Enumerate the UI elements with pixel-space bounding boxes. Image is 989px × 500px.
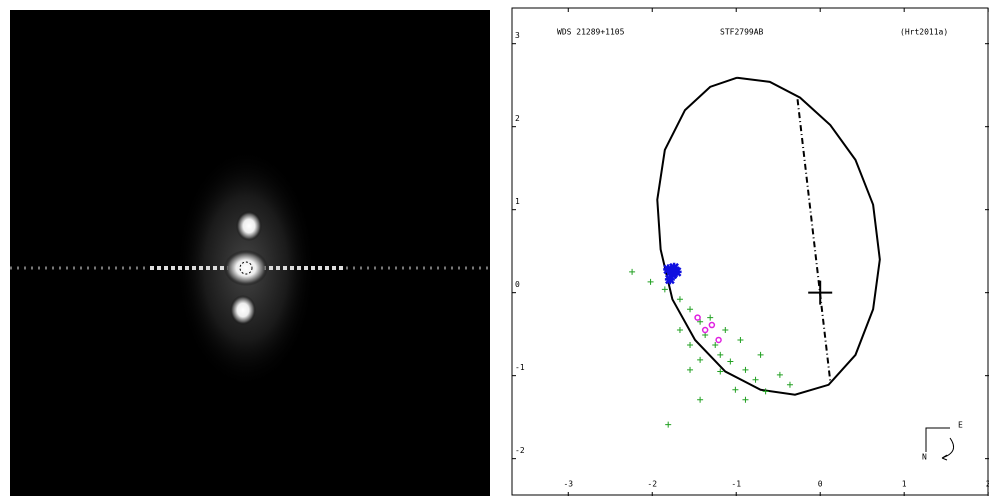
measurement (707, 314, 714, 321)
y-tick-label: 0 (515, 280, 520, 289)
measurement (708, 321, 716, 329)
measurement (701, 326, 709, 334)
header-right: (Hrt2011a) (900, 28, 948, 37)
measurement (727, 358, 734, 365)
y-tick-label: 2 (515, 114, 520, 123)
plot-frame (511, 7, 989, 496)
line-of-nodes (796, 99, 832, 382)
compass-north: N (922, 453, 927, 462)
measurement (715, 336, 722, 344)
measurement (676, 296, 683, 303)
measurement (664, 274, 675, 285)
measurement (712, 341, 719, 348)
measurement (776, 371, 783, 378)
y-tick-label: 3 (515, 31, 520, 40)
measurement (665, 421, 672, 428)
compass-east: E (958, 421, 963, 430)
compass: E N (922, 421, 963, 462)
measurement (663, 264, 674, 275)
measurement (697, 396, 704, 403)
x-tick-label: -1 (731, 480, 741, 489)
x-tick-label: 1 (902, 480, 907, 489)
measurement (697, 356, 704, 363)
x-tick-label: -3 (563, 480, 573, 489)
y-tick-label: -2 (515, 446, 525, 455)
measurement (694, 314, 701, 321)
measurement (742, 396, 749, 403)
x-tick-label: 0 (818, 480, 823, 489)
measurement (669, 262, 680, 273)
orbit-line (656, 76, 881, 396)
measurement (742, 366, 749, 373)
measurement (687, 341, 694, 348)
y-tick-label: -1 (515, 363, 525, 372)
measurement (647, 278, 654, 285)
measurement (762, 388, 769, 395)
speckle-image (10, 10, 490, 496)
y-tick-label: 1 (515, 197, 520, 206)
x-tick-label: 2 (986, 480, 989, 489)
measurement (722, 327, 729, 334)
measurement (717, 368, 724, 375)
measurement (757, 351, 764, 358)
center-cross (808, 280, 833, 305)
measurement (676, 327, 683, 334)
x-tick-label: -2 (647, 480, 657, 489)
header-center: STF2799AB (720, 28, 764, 37)
measurement (786, 381, 793, 388)
measurement (737, 336, 744, 343)
measurement (697, 318, 704, 325)
measurement (661, 286, 668, 293)
header-left: WDS 21289+1105 (557, 28, 625, 37)
measurement (687, 366, 694, 373)
measurement (752, 376, 759, 383)
measurement (629, 268, 636, 275)
measurement (687, 306, 694, 313)
measurement (717, 351, 724, 358)
measurement (732, 386, 739, 393)
